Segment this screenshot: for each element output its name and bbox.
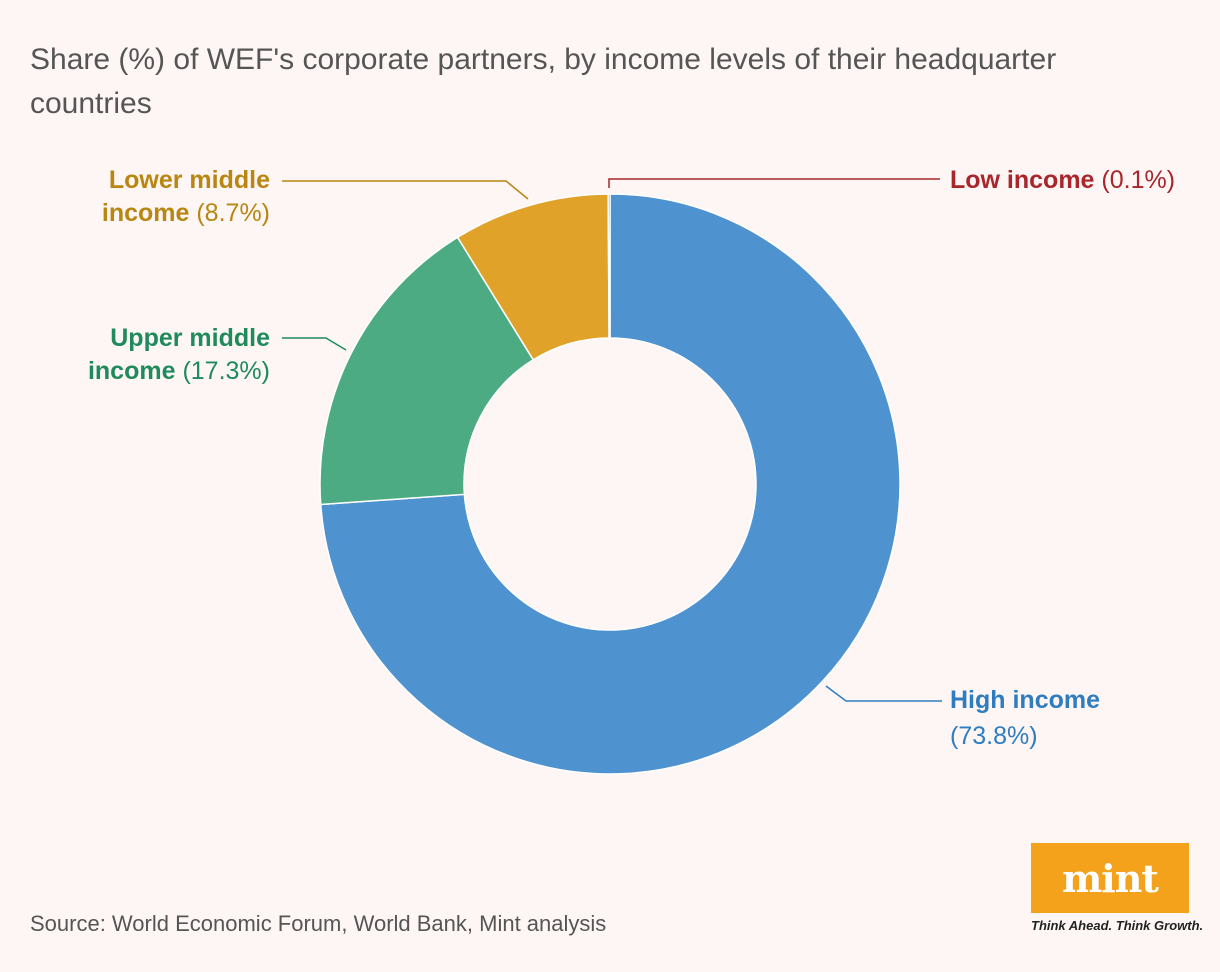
label-low-income: Low income (0.1%) bbox=[950, 166, 1175, 194]
label-upper-middle-name: Upper middle bbox=[110, 324, 270, 352]
mint-logo: mint bbox=[1031, 843, 1189, 913]
slice-upper-middle-income bbox=[319, 236, 535, 506]
leader-line-high-income bbox=[825, 685, 942, 702]
label-lower-middle-value: income (8.7%) bbox=[102, 199, 270, 227]
leader-line-upper-middle-income bbox=[282, 337, 347, 351]
donut-slices bbox=[319, 193, 901, 775]
logo-tagline: Think Ahead. Think Growth. bbox=[1031, 918, 1204, 933]
slice-labels: High income (73.8%) Upper middle income (17… bbox=[88, 166, 1175, 750]
label-high-income-value: (73.8%) bbox=[950, 722, 1038, 750]
leader-line-low-income bbox=[608, 178, 940, 188]
source-note: Source: World Economic Forum, World Bank… bbox=[30, 911, 607, 936]
leader-lines bbox=[282, 178, 942, 702]
slice-low-income bbox=[607, 193, 611, 339]
leader-line-lower-middle-income bbox=[282, 180, 529, 200]
chart-title: Share (%) of WEF's corporate partners, b… bbox=[30, 43, 1057, 120]
label-high-income-name: High income bbox=[950, 686, 1100, 714]
slice-high-income bbox=[319, 193, 901, 775]
label-upper-middle-value: income (17.3%) bbox=[88, 357, 270, 385]
logo-word: mint bbox=[1062, 855, 1159, 901]
label-lower-middle-name: Lower middle bbox=[109, 166, 270, 194]
